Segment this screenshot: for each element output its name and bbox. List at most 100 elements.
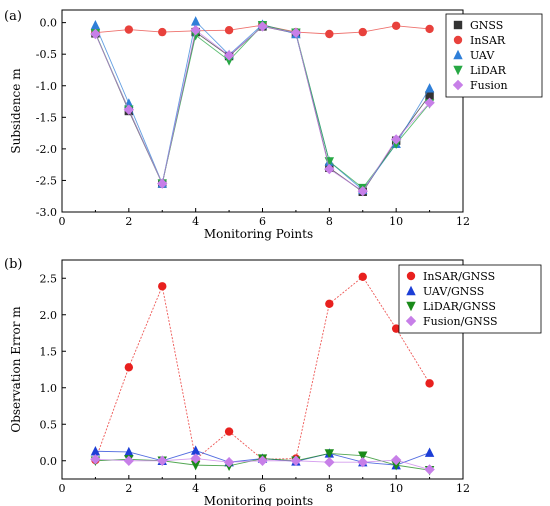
y-tick-label: 2.0 xyxy=(40,309,58,322)
y-axis-title: Subsidence m xyxy=(9,68,23,154)
data-point xyxy=(90,454,101,465)
data-point xyxy=(123,104,135,115)
x-tick-label: 12 xyxy=(456,482,470,495)
x-tick-label: 0 xyxy=(59,482,66,495)
y-tick-label: 1.0 xyxy=(40,382,58,395)
data-point xyxy=(190,453,201,464)
panel-label: (a) xyxy=(4,9,22,24)
panel-1: (b) 0 2 4 6 8 10 12 0.0 0.5 1.0 1.5 2.0 2.5 Monitoring… xyxy=(4,257,542,506)
legend-marker xyxy=(406,301,416,312)
data-point xyxy=(124,446,134,457)
data-point xyxy=(358,272,367,281)
data-point xyxy=(358,451,368,461)
data-point xyxy=(224,56,234,66)
series-uav xyxy=(90,16,435,195)
x-tick-label: 12 xyxy=(456,215,470,228)
legend-marker xyxy=(406,285,416,296)
data-point xyxy=(324,163,335,175)
data-point xyxy=(223,457,235,468)
legend-marker xyxy=(405,315,417,327)
data-point xyxy=(224,26,234,35)
data-point xyxy=(357,457,368,468)
x-tick-label: 2 xyxy=(125,215,132,228)
data-point xyxy=(224,427,234,436)
data-point xyxy=(90,28,101,40)
y-tick-label: 0.5 xyxy=(40,418,58,431)
data-point xyxy=(190,25,201,36)
legend-entry: UAV/GNSS xyxy=(423,285,484,298)
x-axis-title: Monitoring Points xyxy=(204,227,313,241)
series-lidar xyxy=(90,20,435,194)
data-point xyxy=(90,19,101,30)
x-tick-label: 10 xyxy=(389,482,403,495)
series-fusion-gnss xyxy=(90,453,435,475)
data-point xyxy=(325,299,334,308)
x-tick-label: 10 xyxy=(389,215,403,228)
data-point xyxy=(123,455,135,466)
data-point xyxy=(190,445,201,455)
series-line xyxy=(95,24,430,189)
data-point xyxy=(157,455,168,466)
legend-entry: Fusion xyxy=(470,79,508,92)
legend-marker xyxy=(453,20,463,30)
data-point xyxy=(90,446,101,456)
legend-box xyxy=(398,264,542,334)
y-tick-label: -0.5 xyxy=(36,48,57,61)
data-point xyxy=(357,185,368,197)
legend-entry: InSAR xyxy=(470,34,506,47)
x-tick-label: 2 xyxy=(125,482,132,495)
x-tick-label: 6 xyxy=(259,215,266,228)
data-point xyxy=(358,27,367,37)
y-tick-label: 2.5 xyxy=(40,272,58,285)
data-point xyxy=(390,134,402,145)
legend-entry: UAV xyxy=(470,49,495,62)
legend-entry: GNSS xyxy=(470,19,503,32)
y-tick-label: -1.0 xyxy=(36,80,57,93)
y-tick-label: 0.0 xyxy=(40,17,58,30)
panel-label: (b) xyxy=(4,257,22,272)
legend-entry: LiDAR xyxy=(470,64,507,77)
data-point xyxy=(157,178,168,189)
data-point xyxy=(425,379,434,388)
data-point xyxy=(223,50,235,61)
data-point xyxy=(425,24,434,34)
y-tick-label: 1.5 xyxy=(40,345,58,358)
series-line xyxy=(94,276,430,461)
x-tick-label: 8 xyxy=(326,215,333,228)
data-point xyxy=(391,460,401,471)
series-gnss xyxy=(91,22,434,196)
y-tick-label: -2.5 xyxy=(36,174,57,187)
x-tick-label: 6 xyxy=(259,482,266,495)
data-point xyxy=(190,31,201,41)
legend: InSAR/GNSS UAV/GNSS LiDAR/GNSS Fusion/GNSS xyxy=(398,264,542,334)
data-point xyxy=(257,21,268,32)
y-tick-label: -2.0 xyxy=(36,143,57,156)
legend-marker xyxy=(453,65,463,76)
data-point xyxy=(425,91,434,100)
data-point xyxy=(290,455,302,466)
legend-marker xyxy=(453,49,463,60)
legend-marker xyxy=(453,35,463,45)
data-point xyxy=(124,25,134,34)
legend-entry: InSAR/GNSS xyxy=(423,270,495,283)
x-tick-label: 8 xyxy=(326,482,333,495)
x-tick-label: 0 xyxy=(59,215,66,228)
data-point xyxy=(324,457,335,468)
x-tick-label: 4 xyxy=(192,215,199,228)
data-point xyxy=(391,21,401,30)
data-point xyxy=(158,27,167,37)
data-point xyxy=(424,97,435,108)
legend-entry: Fusion/GNSS xyxy=(423,315,498,328)
data-point xyxy=(424,83,435,93)
legend-marker xyxy=(452,79,464,91)
data-point xyxy=(290,27,302,38)
data-point xyxy=(190,16,201,26)
data-point xyxy=(124,363,134,372)
y-axis-title: Observation Error m xyxy=(9,306,23,433)
data-point xyxy=(424,464,435,475)
data-point xyxy=(190,460,201,471)
y-tick-label: 0.0 xyxy=(40,455,58,468)
x-tick-label: 4 xyxy=(192,482,199,495)
series-fusion xyxy=(90,21,435,197)
